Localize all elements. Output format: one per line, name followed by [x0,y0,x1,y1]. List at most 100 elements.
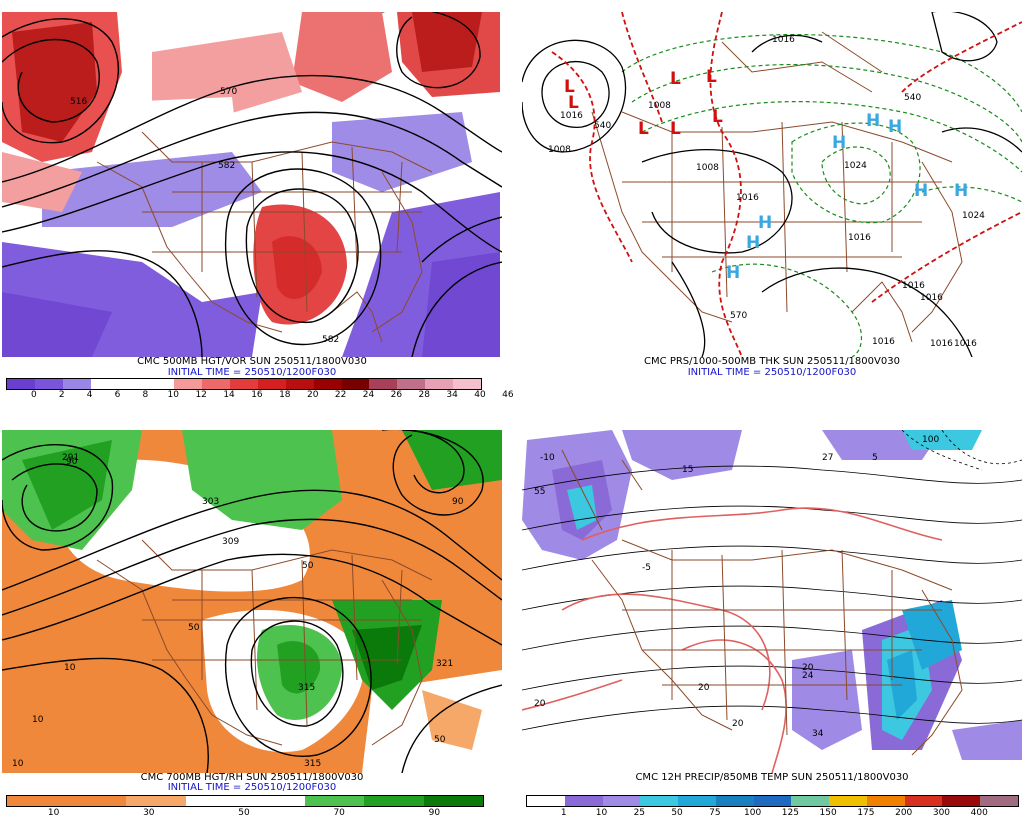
temp-label: 20 [802,663,814,673]
contour-label: 291 [62,453,79,463]
isobar-label: 1016 [560,111,583,121]
thickness-red [551,12,1022,357]
height-contours [2,430,502,773]
colorbar-swatch [185,796,245,806]
colorbar-swatch [230,379,258,389]
colorbar-label: 20 [306,390,319,400]
colorbar-label: 400 [970,808,988,818]
map-borders [561,449,963,756]
colorbar-swatch [34,379,63,389]
colorbar-swatch [640,796,679,806]
colorbar-label: 1 [560,808,567,818]
colorbar-swatch [904,796,943,806]
isobars-black [522,12,1022,357]
contour-label: 309 [222,537,239,547]
colorbar-label: 6 [114,390,121,400]
colorbar-label: 90 [428,808,441,818]
rh-label: 50 [434,735,446,745]
low-marker: L [670,119,681,139]
temp-label: 20 [698,683,710,693]
map-700mb: 291 303 309 315 315 321 50 50 50 10 10 1… [2,430,502,773]
rh-label: 50 [302,561,314,571]
colorbar-label: 4 [86,390,93,400]
contour-label: 321 [436,659,453,669]
temp-label: 34 [812,729,824,739]
colorbar-swatch [980,796,1018,806]
temp-label: 24 [802,671,814,681]
low-marker: L [638,119,649,139]
high-marker: H [954,181,968,201]
low-marker: L [564,77,575,97]
colorbar-swatch [423,796,483,806]
low-markers: L L L L L L L [564,67,723,139]
colorbar-swatch [369,379,398,389]
colorbar-swatch [66,796,126,806]
colorbar-label: 150 [819,808,837,818]
isobars-green [621,34,1022,357]
colorbar-swatch [527,796,565,806]
colorbar-swatch [791,796,830,806]
map-pressure: 1016 1008 1008 1016 1008 1016 1024 1024 … [522,12,1022,357]
panel-title: CMC PRS/1000-500MB THK SUN 250511/1800V0… [644,356,900,367]
colorbar-swatch [753,796,792,806]
colorbar-swatch [678,796,716,806]
contour-label: 315 [304,759,321,769]
colorbar-label: 24 [362,390,375,400]
isobar-label: 1024 [844,161,867,171]
low-marker: L [712,107,723,127]
map-500mb: 516 570 582 582 [2,12,502,357]
high-marker: H [726,263,740,283]
high-marker: H [746,233,760,253]
rh-label: 10 [12,759,24,769]
colorbar-swatch [866,796,905,806]
contour-label-570: 570 [220,87,237,97]
isobar-label: 1008 [696,163,719,173]
high-markers: H H H H H H H H [726,111,968,283]
temp-label: 20 [534,699,546,709]
colorbar-swatch [313,379,342,389]
panel-title: CMC 700MB HGT/RH SUN 250511/1800V030 [140,772,364,783]
colorbar-vorticity [6,378,482,390]
colorbar-label: 8 [142,390,149,400]
high-marker: H [914,181,928,201]
rh-label: 90 [66,457,78,467]
contour-label: 303 [202,497,219,507]
colorbar-label: 125 [781,808,799,818]
panel-subtitle: INITIAL TIME = 250510/1200F030 [167,782,337,793]
low-marker: L [706,67,717,87]
colorbar-swatch [7,379,35,389]
colorbar-label: 10 [47,808,60,818]
colorbar-swatch [453,379,481,389]
colorbar-label: 25 [633,808,646,818]
high-marker: H [866,111,880,131]
temp-label: 15 [682,465,693,475]
colorbar-label: 40 [474,390,486,400]
colorbar-rh [6,795,484,807]
colorbar-swatch [942,796,981,806]
colorbar-label: 18 [279,390,291,400]
colorbar-swatch [602,796,641,806]
colorbar-swatch [126,796,186,806]
colorbar-label: 50 [671,808,683,818]
colorbar-swatch [285,379,314,389]
isobar-label: 1016 [954,339,977,349]
panel-title: CMC 12H PRECIP/850MB TEMP SUN 250511/180… [635,772,909,783]
thickness-label: 540 [594,121,611,131]
panel-700mb-hgt-rh: 291 303 309 315 315 321 50 50 50 10 10 1… [2,430,502,827]
colorbar-swatch [564,796,603,806]
temp-label: -5 [642,563,651,573]
isobar-label: 1016 [872,337,895,347]
colorbar-label: 300 [932,808,951,818]
isobar-label: 1016 [772,35,795,45]
colorbar-label: 14 [223,390,235,400]
isobar-label: 1016 [848,233,871,243]
colorbar-label: 10 [595,808,608,818]
colorbar-swatch [715,796,754,806]
panel-subtitle: INITIAL TIME = 250510/1200F030 [687,367,857,378]
colorbar-swatch [174,379,203,389]
panel-subtitle: INITIAL TIME = 250510/1200F030 [167,367,337,378]
temp-label: 100 [922,435,939,445]
colorbar-swatch [829,796,867,806]
panel-pressure-thickness: 1016 1008 1008 1016 1008 1016 1024 1024 … [522,12,1022,409]
isobar-label: 1016 [902,281,925,291]
